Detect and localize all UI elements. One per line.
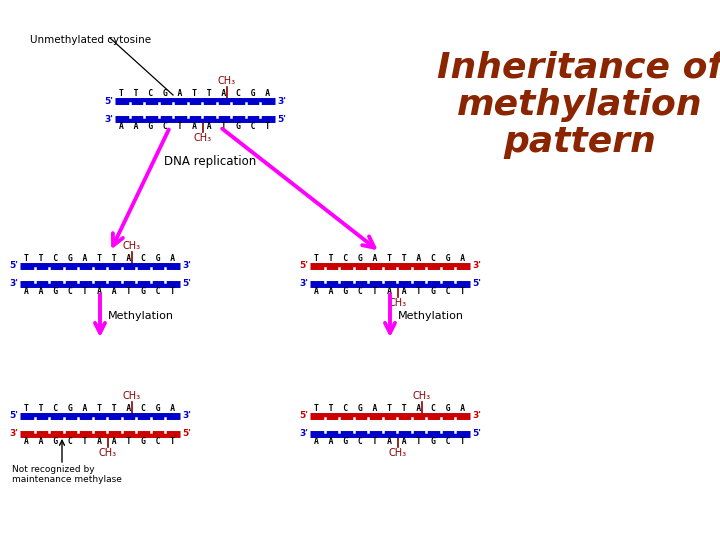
Text: 3': 3': [182, 411, 191, 421]
Text: Not recognized by
maintenance methylase: Not recognized by maintenance methylase: [12, 465, 122, 484]
Text: 5': 5': [299, 411, 308, 421]
Text: CH₃: CH₃: [194, 133, 212, 143]
Text: CH₃: CH₃: [389, 448, 407, 458]
Text: 3': 3': [299, 280, 308, 288]
Text: 3': 3': [472, 411, 481, 421]
Text: 3': 3': [472, 261, 481, 271]
Text: 3': 3': [104, 114, 113, 124]
Text: 3': 3': [277, 97, 286, 105]
Text: T  T  C  G  A  T  T  A  C  G  A: T T C G A T T A C G A: [24, 404, 176, 413]
Text: 5': 5': [472, 429, 481, 438]
Text: Unmethylated cytosine: Unmethylated cytosine: [30, 35, 151, 45]
Text: Methylation: Methylation: [398, 311, 464, 321]
Text: 5': 5': [472, 280, 481, 288]
Text: 5': 5': [277, 114, 286, 124]
Text: DNA replication: DNA replication: [164, 155, 256, 168]
Text: A  A  G  C  T  A  A  T  G  C  T: A A G C T A A T G C T: [315, 287, 466, 296]
Text: T  T  C  G  A  T  T  A  C  G  A: T T C G A T T A C G A: [120, 89, 271, 98]
Text: 3': 3': [9, 429, 18, 438]
Text: 5': 5': [299, 261, 308, 271]
Text: 5': 5': [182, 429, 191, 438]
Text: CH₃: CH₃: [413, 391, 431, 401]
Text: 5': 5': [9, 411, 18, 421]
Text: methylation: methylation: [457, 87, 703, 122]
Text: 5': 5': [9, 261, 18, 271]
Text: 5': 5': [104, 97, 113, 105]
Text: pattern: pattern: [503, 125, 657, 159]
Text: CH₃: CH₃: [389, 298, 407, 308]
Text: CH₃: CH₃: [218, 76, 236, 86]
Text: T  T  C  G  A  T  T  A  C  G  A: T T C G A T T A C G A: [24, 254, 176, 263]
Text: CH₃: CH₃: [123, 241, 141, 251]
Text: T  T  C  G  A  T  T  A  C  G  A: T T C G A T T A C G A: [315, 404, 466, 413]
Text: A  A  G  C  T  A  A  T  G  C  T: A A G C T A A T G C T: [24, 287, 176, 296]
Text: T  T  C  G  A  T  T  A  C  G  A: T T C G A T T A C G A: [315, 254, 466, 263]
Text: CH₃: CH₃: [123, 391, 141, 401]
Text: 5': 5': [182, 280, 191, 288]
Text: A  A  G  C  T  A  A  T  G  C  T: A A G C T A A T G C T: [315, 437, 466, 446]
Text: Methylation: Methylation: [108, 311, 174, 321]
Text: A  A  G  C  T  A  A  T  G  C  T: A A G C T A A T G C T: [24, 437, 176, 446]
Text: CH₃: CH₃: [99, 448, 117, 458]
Text: 3': 3': [9, 280, 18, 288]
Text: A  A  G  C  T  A  A  T  G  C  T: A A G C T A A T G C T: [120, 122, 271, 131]
Text: 3': 3': [299, 429, 308, 438]
Text: 3': 3': [182, 261, 191, 271]
Text: Inheritance of: Inheritance of: [437, 50, 720, 84]
